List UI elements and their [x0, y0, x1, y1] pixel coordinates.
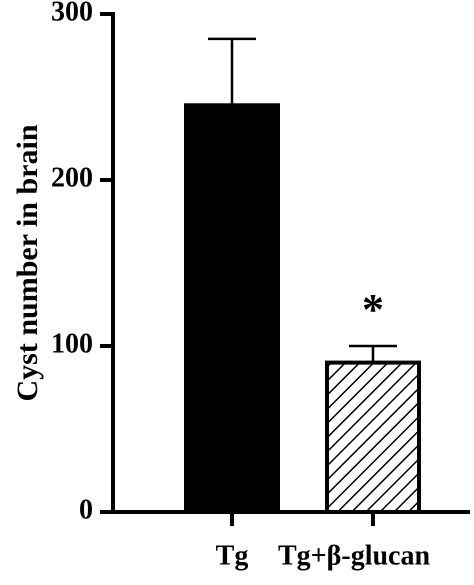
x-tick-label: Tg [216, 540, 249, 571]
y-tick-label: 0 [79, 494, 93, 525]
x-tick-label: Tg+β-glucan [278, 540, 430, 571]
y-axis-label: Cyst number in brain [11, 124, 44, 401]
bar [325, 360, 421, 514]
y-tick-label: 100 [51, 328, 93, 359]
bar [184, 103, 280, 515]
y-tick-label: 200 [51, 162, 93, 193]
y-tick-label: 300 [51, 0, 93, 27]
significance-marker: * [362, 285, 384, 334]
